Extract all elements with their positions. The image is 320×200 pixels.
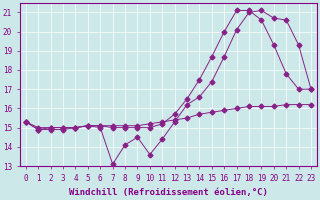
X-axis label: Windchill (Refroidissement éolien,°C): Windchill (Refroidissement éolien,°C) [69,188,268,197]
